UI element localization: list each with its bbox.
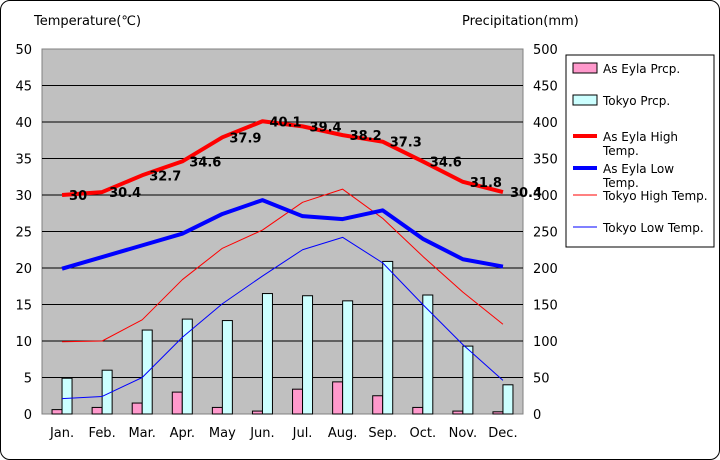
precipitation-bar [131,402,143,415]
left-tick-label: 30 [15,189,32,204]
precipitation-bar [251,410,263,415]
data-label: 37.3 [390,136,422,151]
left-tick-label: 20 [15,262,32,277]
legend-swatch [572,62,598,74]
left-tick-label: 15 [15,299,32,314]
right-tick-label: 50 [533,372,550,387]
precipitation-bar [342,300,354,415]
category-label: Dec. [488,426,517,441]
legend-label: Tokyo Low Temp. [602,221,704,235]
left-tick-label: 5 [24,372,32,387]
right-tick-label: 400 [533,116,558,131]
precipitation-bar [502,384,514,415]
precipitation-bar [412,406,424,415]
precipitation-bar [171,391,183,415]
temperature-line [62,236,504,400]
precipitation-bar [382,260,394,415]
category-label: Jun. [249,426,274,441]
data-label: 30.4 [109,186,141,201]
precipitation-bar [261,293,273,415]
category-label: Jul. [292,426,313,441]
temperature-line [61,119,504,197]
precipitation-bar [332,381,344,415]
category-label: Oct. [409,426,436,441]
precipitation-bar [181,318,193,415]
category-label: Nov. [449,426,478,441]
category-label: Apr. [170,426,195,441]
data-label: 39.4 [310,120,342,135]
legend-label: As Eyla High Temp. [602,130,678,158]
right-tick-label: 450 [533,80,558,95]
category-label: May [209,426,236,441]
precipitation-bar [61,377,73,415]
precipitation-bar [221,320,233,415]
data-label: 30.4 [510,186,542,201]
data-label: 38.2 [350,129,382,144]
right-tick-label: 0 [533,408,541,423]
legend-label: Tokyo High Temp. [602,189,708,203]
left-tick-label: 40 [15,116,32,131]
precipitation-bar [462,345,474,415]
data-label: 34.6 [430,155,462,170]
category-label: Jan. [49,426,74,441]
left-tick-label: 35 [15,153,32,168]
right-tick-label: 300 [533,189,558,204]
left-tick-label: 50 [15,43,32,58]
data-label: 37.9 [229,131,261,146]
right-tick-label: 350 [533,153,558,168]
precipitation-bar [91,406,103,415]
temperature-line [62,188,504,343]
legend-label: As Eyla Low Temp. [602,162,674,190]
right-tick-label: 100 [533,335,558,350]
legend-label: As Eyla Prcp. [603,62,680,76]
left-tick-label: 10 [15,335,32,350]
left-tick-label: 0 [24,408,32,423]
data-label: 34.6 [189,155,221,170]
right-tick-label: 150 [533,299,558,314]
category-label: Aug. [328,426,358,441]
data-label: 31.8 [470,176,502,191]
category-label: Mar. [128,426,155,441]
data-label: 32.7 [149,169,181,184]
left-tick-label: 25 [15,226,32,241]
category-label: Sep. [368,426,397,441]
right-tick-label: 200 [533,262,558,277]
left-axis-title: Temperature(℃) [34,14,142,29]
precipitation-bar [211,406,223,415]
category-label: Feb. [89,426,116,441]
precipitation-bar [51,409,63,415]
right-tick-label: 250 [533,226,558,241]
temperature-line [61,198,504,271]
legend-box [565,54,715,248]
left-tick-label: 45 [15,80,32,95]
right-tick-label: 500 [533,43,558,58]
precipitation-bar [492,411,504,415]
precipitation-bar [452,410,464,415]
precipitation-bar [292,388,304,415]
precipitation-bar [372,395,384,415]
legend-swatch [572,94,598,106]
precipitation-bar [302,295,314,415]
data-label: 40.1 [269,115,301,130]
precipitation-bar [422,294,434,415]
legend-label: Tokyo Prcp. [602,94,670,108]
right-axis-title: Precipitation(mm) [462,14,579,29]
data-label: 30 [69,189,87,204]
